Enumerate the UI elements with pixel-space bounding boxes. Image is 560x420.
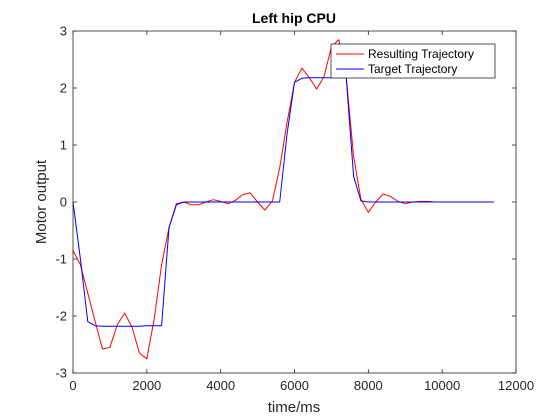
x-tick-label: 2000 <box>132 378 161 393</box>
legend-label-1: Resulting Trajectory <box>368 47 474 61</box>
legend-label-2: Target Trajectory <box>368 62 457 76</box>
y-tick-label: 3 <box>60 24 67 39</box>
x-tick-label: 10000 <box>424 378 460 393</box>
y-tick-label: 0 <box>60 195 67 210</box>
x-axis-label: time/ms <box>268 399 321 416</box>
y-tick-label: 2 <box>60 81 67 96</box>
x-tick-label: 0 <box>69 378 76 393</box>
chart-title: Left hip CPU <box>252 10 336 26</box>
series-line-2 <box>72 77 494 327</box>
tick-layer: 0 2000 4000 6000 8000 10000 12000 -3 -2 -1 0 1 2 3 <box>55 24 534 394</box>
y-tick-label: -2 <box>55 309 67 324</box>
y-axis-label: Motor output <box>33 159 50 244</box>
x-tick-label: 12000 <box>498 378 534 393</box>
y-tick-label: -3 <box>55 366 67 381</box>
x-tick-label: 8000 <box>354 378 383 393</box>
y-tick-label: 1 <box>60 138 67 153</box>
series-layer <box>72 39 494 360</box>
legend-box <box>330 43 496 79</box>
series-line-1 <box>72 39 494 360</box>
y-tick-label: -1 <box>55 252 67 267</box>
x-tick-label: 4000 <box>206 378 235 393</box>
x-tick-label: 6000 <box>280 378 309 393</box>
